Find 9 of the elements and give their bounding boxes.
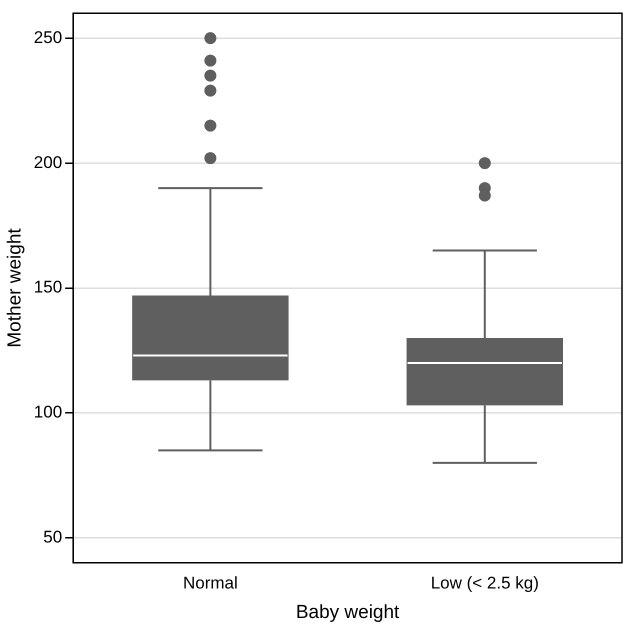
- y-tick-label: 100: [34, 402, 62, 422]
- y-tick-label: 150: [34, 278, 62, 297]
- y-tick-label: 50: [43, 528, 62, 547]
- y-tick-label: 250: [34, 28, 62, 47]
- y-tick-label: 200: [34, 152, 62, 172]
- x-tick-label: Low (< 2.5 kg): [430, 574, 539, 593]
- y-axis-title: Mother weight: [4, 228, 26, 348]
- x-tick-label: Normal: [182, 574, 238, 593]
- x-axis-title: Baby weight: [296, 602, 400, 623]
